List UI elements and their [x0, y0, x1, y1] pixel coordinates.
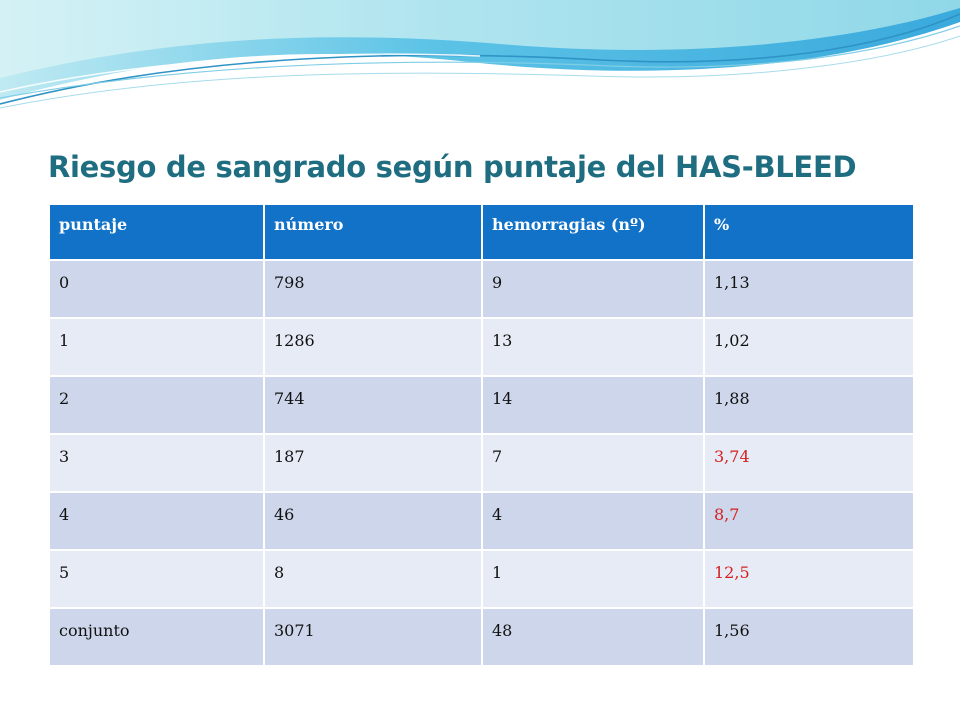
- table-row: conjunto 3071 48 1,56: [48, 607, 915, 667]
- cell-hemorragias: 13: [481, 317, 705, 377]
- table-header-row: puntaje número hemorragias (nº) %: [48, 203, 915, 261]
- table-row: 5 8 1 12,5: [48, 549, 915, 609]
- has-bleed-table: puntaje número hemorragias (nº) % 0 798 …: [48, 203, 915, 667]
- cell-puntaje: 5: [48, 549, 265, 609]
- table-row: 0 798 9 1,13: [48, 259, 915, 319]
- cell-porcentaje: 1,13: [703, 259, 915, 319]
- table-row: 4 46 4 8,7: [48, 491, 915, 551]
- cell-numero: 187: [263, 433, 483, 493]
- cell-numero: 46: [263, 491, 483, 551]
- cell-puntaje: 4: [48, 491, 265, 551]
- cell-numero: 798: [263, 259, 483, 319]
- cell-porcentaje-highlight: 8,7: [703, 491, 915, 551]
- cell-numero: 3071: [263, 607, 483, 667]
- cell-puntaje: conjunto: [48, 607, 265, 667]
- cell-hemorragias: 1: [481, 549, 705, 609]
- cell-porcentaje: 1,56: [703, 607, 915, 667]
- cell-hemorragias: 4: [481, 491, 705, 551]
- table-row: 1 1286 13 1,02: [48, 317, 915, 377]
- cell-numero: 1286: [263, 317, 483, 377]
- header-porcentaje: %: [703, 203, 915, 261]
- header-puntaje: puntaje: [48, 203, 265, 261]
- slide-title: Riesgo de sangrado según puntaje del HAS…: [48, 150, 857, 184]
- cell-puntaje: 3: [48, 433, 265, 493]
- table-row: 3 187 7 3,74: [48, 433, 915, 493]
- header-numero: número: [263, 203, 483, 261]
- cell-porcentaje: 1,88: [703, 375, 915, 435]
- table-row: 2 744 14 1,88: [48, 375, 915, 435]
- cell-hemorragias: 9: [481, 259, 705, 319]
- header-wave-decoration: [0, 0, 960, 109]
- header-hemorragias: hemorragias (nº): [481, 203, 705, 261]
- cell-puntaje: 1: [48, 317, 265, 377]
- cell-porcentaje-highlight: 12,5: [703, 549, 915, 609]
- cell-numero: 8: [263, 549, 483, 609]
- cell-hemorragias: 7: [481, 433, 705, 493]
- cell-hemorragias: 48: [481, 607, 705, 667]
- cell-puntaje: 0: [48, 259, 265, 319]
- cell-numero: 744: [263, 375, 483, 435]
- cell-porcentaje: 1,02: [703, 317, 915, 377]
- cell-hemorragias: 14: [481, 375, 705, 435]
- cell-puntaje: 2: [48, 375, 265, 435]
- cell-porcentaje-highlight: 3,74: [703, 433, 915, 493]
